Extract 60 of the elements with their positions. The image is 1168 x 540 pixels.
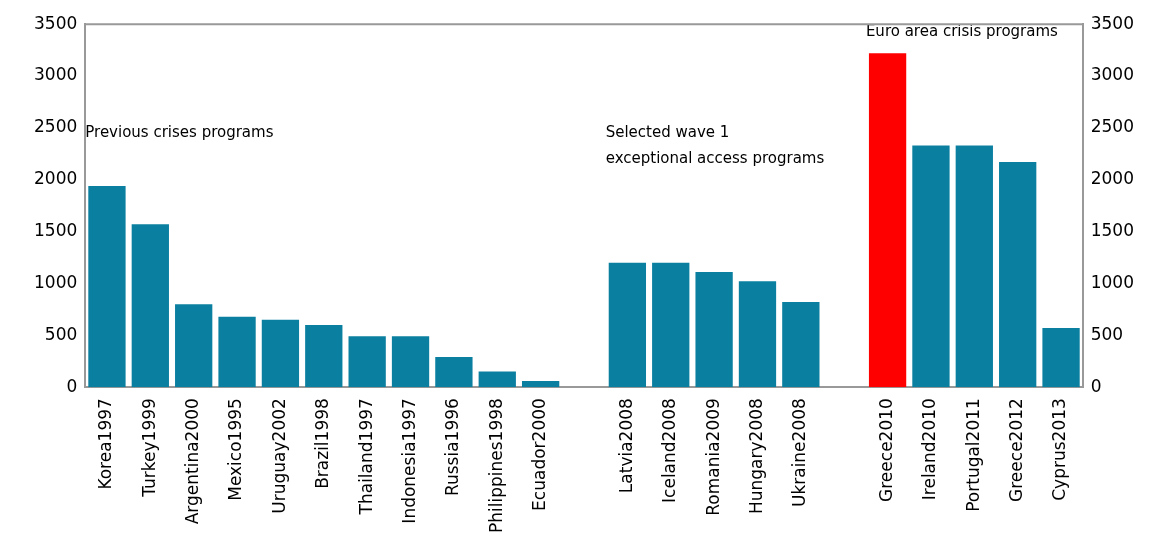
bar [912,145,950,388]
x-tick-label: Portugal2011 [962,398,983,512]
x-tick-label: Romania2009 [702,398,723,516]
x-tick-label: Ecuador2000 [529,398,550,511]
bar [218,316,256,388]
x-tick-label: Indonesia1997 [398,398,419,524]
y2-tick-label: 2500 [1090,116,1134,137]
bar [608,262,647,388]
x-tick-label: Thailand1997 [355,398,376,516]
x-tick-label: Ukraine2008 [789,398,810,508]
x-tick-label: Philippines1998 [485,398,506,533]
y2-tick-label: 3500 [1090,12,1134,33]
y-tick-label: 500 [44,323,78,344]
bar [305,324,343,388]
bar [868,53,907,388]
bar [738,281,777,388]
bar [1042,328,1080,388]
bar [261,319,300,388]
x-tick-label: Hungary2008 [745,398,766,514]
x-tick-label: Uruguay2002 [268,398,289,514]
x-tick-label: Russia1996 [442,398,463,497]
x-tick-label: Iceland2008 [659,398,680,503]
x-tick-label: Greece2010 [876,398,896,502]
y2-tick-label: 3000 [1090,64,1134,85]
bar [435,357,473,388]
bar [652,262,690,388]
y-tick-label: 1500 [34,220,78,241]
bar [391,336,430,388]
x-tick-label: Turkey1999 [138,398,159,498]
bar [955,145,993,388]
y-tick-label: 2000 [34,168,78,189]
bar [695,272,733,388]
bar [88,185,126,388]
bar [348,336,386,388]
y2-tick-label: 1000 [1090,271,1134,292]
bar [131,224,169,388]
bar [999,162,1037,388]
y-tick-label: 0 [66,375,78,396]
y2-tick-label: 2000 [1090,168,1134,189]
x-tick-label: Korea1997 [95,398,116,490]
bar [782,302,820,388]
x-tick-label: Mexico1995 [225,398,246,501]
x-tick-label: Greece2012 [1006,398,1027,502]
y-tick-label: 3000 [34,64,78,85]
x-tick-label: Argentina2000 [182,398,203,525]
x-tick-label: Cyprus2013 [1049,398,1070,501]
x-tick-label: Latvia2008 [615,398,636,494]
y2-tick-label: 1500 [1090,220,1134,241]
bar [521,380,560,388]
y2-tick-label: 0 [1090,375,1102,396]
y-tick-label: 1000 [34,271,78,292]
x-tick-label: Brazil1998 [312,398,333,489]
annotation: Previous crises programs [85,122,274,141]
bar [478,371,516,388]
y-tick-label: 3500 [34,12,78,33]
x-tick-label: Ireland2010 [919,398,940,501]
y2-tick-label: 500 [1090,323,1124,344]
y-tick-label: 2500 [34,116,78,137]
annotation: Selected wave 1 exceptional access programs [605,122,825,167]
bar [175,304,213,388]
